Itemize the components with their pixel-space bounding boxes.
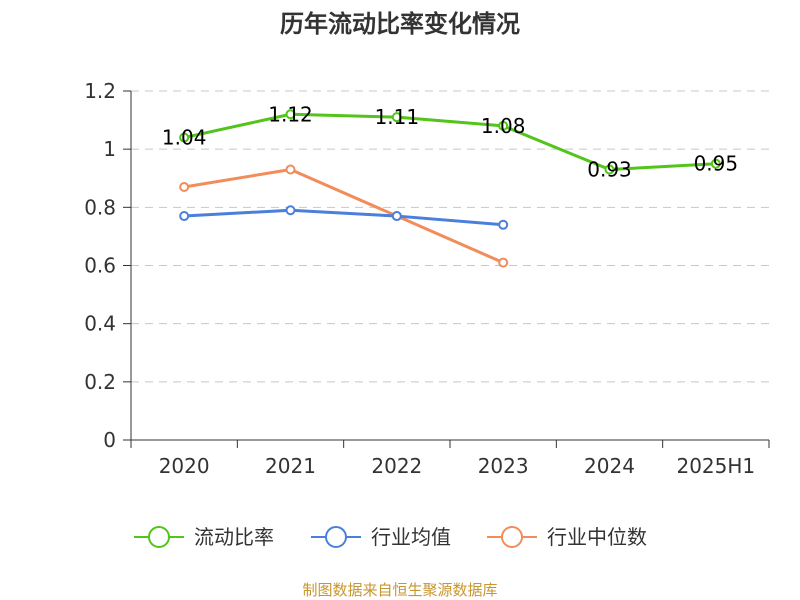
data-label-layer: 1.04 1.12 1.11 1.08 0.93 0.95: [162, 102, 738, 181]
data-point: [391, 211, 402, 222]
legend-label: 行业均值: [371, 525, 451, 549]
data-point: [498, 120, 509, 131]
data-point: [285, 205, 296, 216]
legend-item-3: 行业中位数: [487, 525, 647, 549]
x-tick-label: 2025H1: [676, 454, 755, 478]
data-point: [285, 164, 296, 175]
data-label: 1.11: [375, 105, 420, 129]
y-tick-label: 0.4: [84, 312, 116, 336]
x-tick-label: 2024: [584, 454, 635, 478]
data-label: 1.12: [268, 102, 313, 126]
data-point: [498, 219, 509, 230]
data-point: [498, 257, 509, 268]
legend-label: 流动比率: [194, 525, 274, 549]
legend: 流动比率 行业均值 行业中位数: [134, 525, 647, 549]
grid-layer: [131, 90, 769, 383]
data-point: [179, 211, 190, 222]
y-tick-label: 0: [103, 428, 116, 452]
legend-item-2: 行业均值: [311, 525, 451, 549]
source-note: 制图数据来自恒生聚源数据库: [302, 581, 497, 599]
x-tick-label: 2023: [478, 454, 529, 478]
legend-marker: [148, 526, 170, 548]
data-point: [391, 112, 402, 123]
data-point: [179, 181, 190, 192]
data-label: 1.08: [481, 114, 526, 138]
legend-marker: [325, 526, 347, 548]
y-tick-label: 1.2: [84, 79, 116, 103]
legend-marker: [501, 526, 523, 548]
x-tick-label: 2022: [371, 454, 422, 478]
data-point: [179, 132, 190, 143]
chart-title: 历年流动比率变化情况: [280, 10, 520, 38]
series-layer: [179, 109, 721, 268]
data-point: [604, 164, 615, 175]
legend-item-1: 流动比率: [134, 525, 274, 549]
y-tick-label: 0.2: [84, 370, 116, 394]
legend-label: 行业中位数: [547, 525, 647, 549]
y-tick-label: 1: [103, 137, 116, 161]
y-tick-label: 0.8: [84, 195, 116, 219]
series-line-2: [182, 208, 505, 227]
data-point: [285, 109, 296, 120]
data-point: [710, 158, 721, 169]
data-label: 0.95: [694, 152, 739, 176]
series-line-3: [182, 168, 505, 265]
x-tick-label: 2021: [265, 454, 316, 478]
x-tick-label: 2020: [159, 454, 210, 478]
axis-layer: 0 0.2 0.4 0.6 0.8 1 1.2 2020 2021 2022 2023 2024 202…: [84, 79, 770, 478]
y-tick-label: 0.6: [84, 254, 116, 278]
data-label: 1.04: [162, 126, 207, 150]
series-line-1: [182, 112, 718, 172]
data-label: 0.93: [587, 158, 632, 182]
